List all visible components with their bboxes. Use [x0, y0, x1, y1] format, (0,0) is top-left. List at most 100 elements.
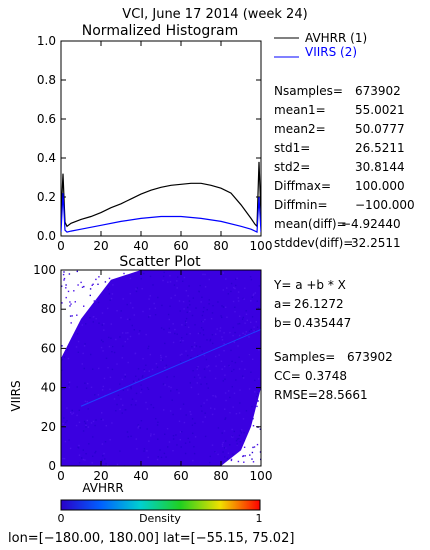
scatter-point	[77, 284, 79, 286]
scatter-point	[162, 383, 165, 385]
scatter-point	[91, 462, 93, 464]
scatter-point	[122, 389, 125, 391]
stat-label: Diffmax=	[274, 179, 332, 193]
scatter-point	[122, 404, 124, 406]
scatter-point	[159, 396, 162, 398]
scatter-point	[159, 449, 161, 451]
scatter-point	[224, 374, 226, 376]
scatter-point	[141, 388, 143, 391]
scatter-point	[155, 363, 158, 365]
scatter-point	[76, 270, 78, 273]
scatter-point	[202, 329, 204, 331]
scatter-point	[85, 453, 87, 455]
scatter-point	[211, 312, 214, 314]
scatter-point	[69, 305, 71, 307]
scatter-point	[121, 332, 124, 334]
scatter-point	[185, 290, 187, 292]
scatter-point	[181, 324, 183, 326]
scatter-point	[92, 420, 95, 423]
scatter-point	[215, 365, 217, 367]
scatter-point	[233, 392, 236, 394]
scatter-point	[139, 330, 141, 332]
scatter-point	[93, 300, 95, 302]
scatter-point	[113, 398, 116, 400]
histogram-series	[61, 161, 261, 234]
scatter-point	[211, 413, 214, 416]
scatter-point	[224, 392, 227, 394]
scatter-point	[236, 443, 238, 445]
x-tick-label: 0	[57, 469, 65, 483]
scatter-point	[116, 403, 118, 406]
scatter-point	[252, 418, 254, 420]
scatter-point	[229, 412, 231, 414]
scatter-point	[115, 410, 117, 412]
scatter-point	[185, 350, 187, 352]
scatter-point	[229, 396, 231, 399]
scatter-point	[169, 410, 172, 412]
scatter-point	[170, 297, 172, 299]
scatter-point	[245, 410, 248, 412]
scatter-point	[109, 299, 111, 301]
scatter-point	[130, 386, 132, 389]
x-tick-label: 100	[250, 239, 273, 253]
scatter-point	[212, 395, 214, 397]
scatter-point	[173, 375, 175, 378]
regression-equation: Y= a +b * X	[274, 278, 346, 292]
scatter-point	[80, 281, 82, 284]
scatter-point	[196, 368, 198, 370]
scatter-point	[227, 452, 230, 454]
scatter-point	[202, 273, 204, 276]
scatter-point	[254, 391, 256, 393]
colorbar-label: Density	[139, 512, 181, 525]
rmse-value: 28.5661	[318, 388, 368, 402]
cc-label: CC=	[274, 369, 301, 383]
scatter-point	[101, 412, 103, 414]
scatter-point	[164, 367, 166, 369]
scatter-point	[204, 318, 206, 321]
stat-label: mean(diff)=	[274, 217, 347, 231]
scatter-point	[187, 295, 189, 297]
regression-b-label: b=	[274, 316, 292, 330]
scatter-point	[242, 377, 245, 379]
scatter-point	[209, 338, 212, 341]
scatter-point	[142, 358, 144, 360]
scatter-point	[125, 332, 127, 334]
scatter-point	[242, 455, 244, 458]
scatter-point	[238, 438, 240, 440]
scatter-point	[177, 276, 179, 278]
scatter-point	[243, 461, 245, 463]
scatter-point	[135, 400, 137, 402]
scatter-point	[222, 289, 224, 291]
stat-label: Nsamples=	[274, 84, 343, 98]
scatter-point	[119, 336, 121, 338]
scatter-point	[228, 364, 230, 367]
scatter-point	[129, 277, 132, 280]
scatter-point	[250, 278, 253, 281]
scatter-point	[157, 438, 159, 440]
scatter-point	[243, 298, 245, 300]
scatter-point	[206, 383, 208, 385]
scatter-point	[126, 318, 129, 320]
scatter-point	[195, 345, 198, 347]
scatter-point	[203, 306, 205, 309]
regression-a-value: 26.1272	[294, 297, 344, 311]
scatter-point	[233, 430, 235, 433]
scatter-point	[135, 392, 138, 395]
scatter-point	[113, 351, 116, 354]
scatter-point	[234, 306, 236, 308]
scatter-point	[150, 435, 152, 437]
scatter-point	[95, 278, 97, 281]
scatter-point	[201, 314, 204, 317]
scatter-point	[255, 321, 257, 323]
scatter-point	[109, 388, 111, 390]
scatter-point	[230, 349, 232, 352]
scatter-point	[200, 383, 202, 385]
y-tick-label: 80	[41, 302, 56, 316]
scatter-frame	[60, 269, 262, 467]
scatter-point	[98, 367, 100, 370]
scatter-point	[172, 435, 175, 437]
stat-label: Diffmin=	[274, 198, 328, 212]
scatter-point	[105, 425, 107, 427]
scatter-point	[179, 340, 181, 342]
scatter-point	[161, 359, 164, 361]
